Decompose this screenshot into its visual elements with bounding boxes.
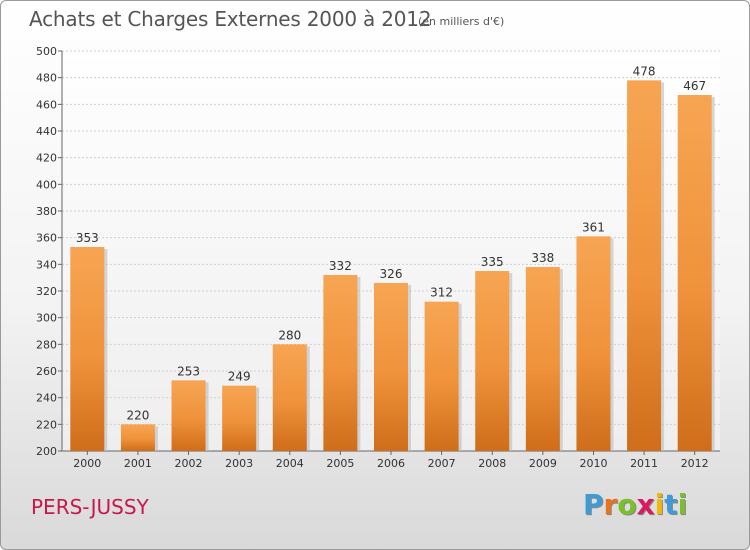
x-tick-label: 2003 <box>225 457 253 470</box>
city-name: PERS-JUSSY <box>31 495 149 519</box>
y-tick-label: 300 <box>36 312 57 325</box>
y-tick-label: 480 <box>36 72 57 85</box>
bar-value-label: 326 <box>380 267 403 281</box>
logo-letter: o <box>617 488 637 521</box>
bar <box>374 283 408 451</box>
bar-value-label: 361 <box>582 220 605 234</box>
bar <box>70 247 105 451</box>
bar <box>627 80 662 451</box>
y-tick-label: 220 <box>36 418 57 431</box>
x-tick-label: 2009 <box>529 457 557 470</box>
logo-letter: i <box>654 488 665 521</box>
logo-letter: x <box>636 488 655 521</box>
bar-value-label: 312 <box>430 286 453 300</box>
bar-value-label: 220 <box>126 408 149 422</box>
bar <box>576 236 611 451</box>
bar <box>525 267 560 451</box>
proxiti-logo: Proxiti <box>583 488 687 521</box>
logo-letter: i <box>677 488 688 521</box>
y-tick-label: 420 <box>36 152 57 165</box>
y-tick-label: 500 <box>36 45 57 58</box>
bar-value-label: 332 <box>329 259 352 273</box>
x-tick-label: 2004 <box>276 457 304 470</box>
x-tick-label: 2001 <box>124 457 152 470</box>
bar-value-label: 249 <box>228 370 251 384</box>
bar <box>424 301 459 451</box>
bar <box>222 385 257 451</box>
x-tick-label: 2012 <box>681 457 709 470</box>
bar-value-label: 353 <box>76 231 99 245</box>
x-tick-label: 2010 <box>579 457 607 470</box>
y-tick-label: 440 <box>36 125 57 138</box>
logo-letter: P <box>583 488 604 521</box>
y-tick-label: 200 <box>36 445 57 458</box>
bar-value-label: 478 <box>633 64 656 78</box>
chart-title: Achats et Charges Externes 2000 à 2012 <box>29 7 432 31</box>
logo-letter: t <box>664 488 678 521</box>
y-tick-label: 280 <box>36 338 57 351</box>
bar-value-label: 338 <box>531 251 554 265</box>
bar-value-label: 253 <box>177 364 200 378</box>
y-tick-label: 340 <box>36 258 57 271</box>
x-tick-label: 2002 <box>175 457 203 470</box>
logo-letter: r <box>603 488 618 521</box>
x-tick-label: 2006 <box>377 457 405 470</box>
y-tick-label: 460 <box>36 98 57 111</box>
bar-value-label: 280 <box>278 328 301 342</box>
bar <box>171 380 206 451</box>
chart-unit: (en milliers d'€) <box>418 15 505 28</box>
y-tick-label: 240 <box>36 392 57 405</box>
bar-value-label: 467 <box>683 79 706 93</box>
bar-value-label: 335 <box>481 255 504 269</box>
x-tick-label: 2000 <box>73 457 101 470</box>
x-tick-label: 2011 <box>630 457 658 470</box>
bar <box>323 275 358 451</box>
y-tick-label: 400 <box>36 178 57 191</box>
bar <box>677 95 712 451</box>
x-tick-label: 2005 <box>326 457 354 470</box>
y-tick-label: 260 <box>36 365 57 378</box>
bar <box>272 344 307 451</box>
y-tick-label: 320 <box>36 285 57 298</box>
bar <box>120 424 155 451</box>
y-tick-label: 360 <box>36 232 57 245</box>
x-tick-label: 2008 <box>478 457 506 470</box>
y-tick-label: 380 <box>36 205 57 218</box>
bar <box>475 271 510 451</box>
x-tick-label: 2007 <box>428 457 456 470</box>
